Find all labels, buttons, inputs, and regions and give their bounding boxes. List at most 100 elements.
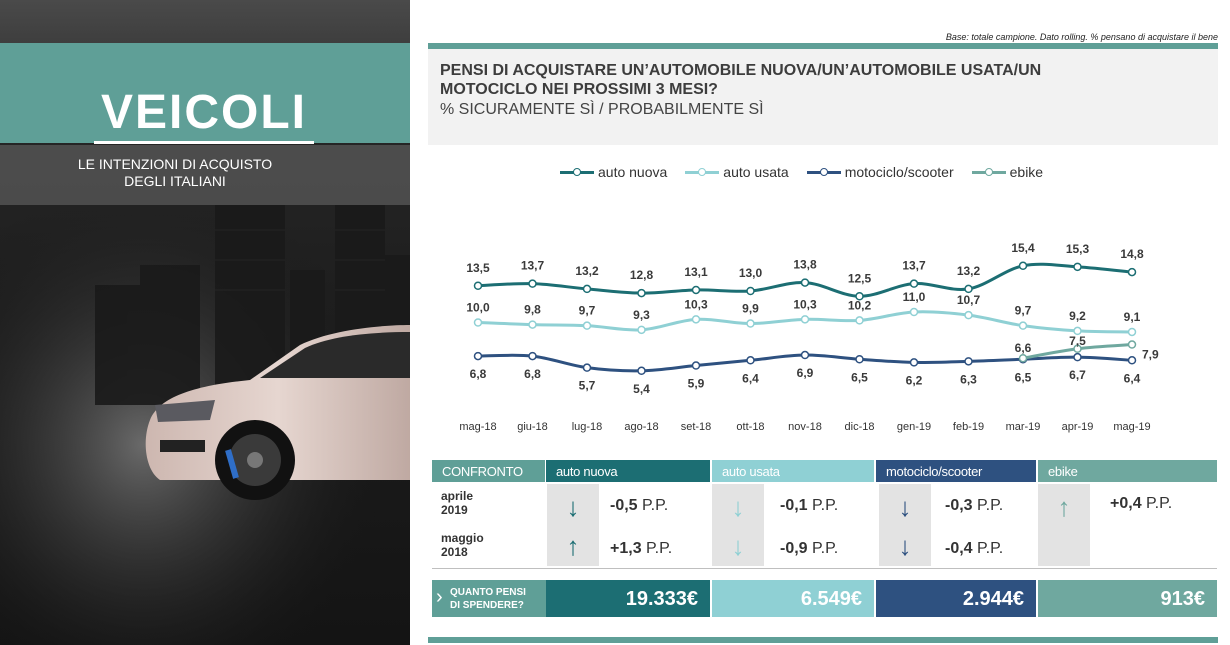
data-point — [473, 281, 483, 290]
line-chart: mag-18 giu-18 lug-18 ago-18 set-18 ott-18 nov-… — [459, 241, 1159, 433]
data-label: 13,5 — [466, 261, 490, 275]
legend-label-auto-usata: auto usata — [723, 164, 789, 180]
cover-subtitle: LE INTENZIONI DI ACQUISTO DEGLI ITALIANI — [70, 156, 280, 190]
data-point — [746, 356, 755, 365]
data-label: 6,2 — [906, 373, 923, 387]
legend-swatch-ebike — [971, 167, 1006, 176]
data-point — [1127, 267, 1137, 277]
data-point — [473, 351, 483, 361]
delta-ebike-apr: +0,4 P.P. — [1110, 495, 1173, 512]
delta-auto-usata-may: -0,9 P.P. — [780, 540, 839, 557]
delta-motociclo-may: -0,4 P.P. — [945, 540, 1004, 557]
x-tick-label: feb-19 — [953, 421, 984, 433]
x-tick-label: dic-18 — [845, 421, 875, 433]
x-tick-label: ago-18 — [624, 421, 658, 433]
data-point — [637, 366, 646, 376]
data-label: 7,5 — [1069, 334, 1086, 348]
data-point — [909, 279, 919, 288]
subtitle-line-2: DEGLI ITALIANI — [124, 173, 226, 189]
city-car-illustration — [0, 200, 410, 645]
x-tick-label: giu-18 — [517, 421, 548, 433]
legend-swatch-auto-nuova — [560, 167, 594, 176]
spend-label-line-2: DI SPENDERE? — [450, 600, 524, 611]
legend-item-ebike: ebike — [971, 164, 1043, 180]
question-title: PENSI DI ACQUISTARE UN’AUTOMOBILE NUOVA/… — [440, 62, 1042, 98]
data-point — [1127, 340, 1137, 349]
data-label: 12,5 — [848, 271, 872, 285]
row-label-year: 2019 — [441, 503, 468, 517]
data-label: 6,6 — [1015, 341, 1032, 355]
data-label: 5,9 — [688, 377, 705, 391]
data-point — [637, 325, 646, 335]
legend-swatch-motociclo — [806, 167, 841, 176]
title-underline — [94, 141, 314, 144]
legend-item-auto-nuova: auto nuova — [560, 164, 667, 180]
question-box — [428, 49, 1218, 145]
data-point — [800, 278, 810, 287]
row-label-may-2018: maggio 2018 — [441, 531, 484, 559]
data-label: 9,8 — [524, 303, 541, 317]
header-confronto: CONFRONTO — [432, 460, 545, 482]
header-ebike: ebike — [1038, 460, 1217, 482]
data-point — [1073, 352, 1082, 362]
x-tick-label: ott-18 — [736, 421, 764, 433]
arrow-cell-auto-nuova — [547, 484, 599, 566]
header-motociclo: motociclo/scooter — [876, 460, 1036, 482]
arrow-cell-motociclo — [879, 484, 931, 566]
data-label: 6,4 — [742, 371, 759, 385]
arrow-down-icon: ↓ — [731, 531, 745, 561]
data-label: 13,1 — [684, 265, 708, 279]
cover-panel: VEICOLI LE INTENZIONI DI ACQUISTO DEGLI … — [0, 0, 410, 645]
delta-motociclo-apr: -0,3 P.P. — [945, 497, 1004, 514]
spend-motociclo: 2.944€ — [876, 580, 1036, 617]
data-point — [746, 286, 755, 296]
delta-auto-nuova-may: +1,3 P.P. — [610, 540, 673, 557]
data-label: 10,7 — [957, 293, 981, 307]
data-point — [1127, 327, 1137, 337]
subtitle-line-1: LE INTENZIONI DI ACQUISTO — [77, 156, 273, 172]
data-point — [691, 315, 701, 324]
spend-ebike: 913€ — [1038, 580, 1217, 617]
data-point — [964, 284, 973, 294]
spend-auto-nuova: 19.333€ — [546, 580, 710, 617]
data-label: 13,8 — [793, 258, 817, 272]
data-point — [582, 284, 592, 294]
spend-label-line-1: QUANTO PENSI — [450, 587, 526, 598]
data-point — [528, 279, 537, 288]
data-point — [855, 355, 864, 364]
data-point — [1073, 326, 1082, 336]
arrow-cell-ebike — [1038, 484, 1090, 566]
data-label: 9,9 — [742, 302, 759, 316]
arrow-up-icon: ↑ — [566, 531, 580, 561]
x-tick-label: mag-18 — [459, 421, 496, 433]
row-label-month: maggio — [441, 531, 484, 545]
data-label: 9,2 — [1069, 309, 1086, 323]
data-point — [1018, 261, 1028, 271]
subtitle-band — [0, 145, 410, 205]
data-point — [964, 310, 973, 320]
chart-legend: auto nuova auto usata motociclo/scooter … — [560, 164, 1043, 180]
arrow-down-icon: ↓ — [731, 492, 745, 522]
data-point — [1018, 353, 1028, 363]
data-label: 7,9 — [1142, 348, 1159, 362]
data-label: 6,9 — [797, 366, 814, 380]
legend-item-auto-usata: auto usata — [685, 164, 789, 180]
data-label: 13,2 — [957, 264, 981, 278]
data-point — [1127, 356, 1137, 365]
legend-label-auto-nuova: auto nuova — [598, 164, 668, 180]
legend-label-motociclo: motociclo/scooter — [844, 164, 954, 180]
data-label: 6,4 — [1124, 371, 1141, 385]
data-point — [1073, 344, 1082, 353]
header-auto-usata: auto usata — [712, 460, 874, 482]
data-label: 6,7 — [1069, 368, 1086, 382]
row-label-april-2019: aprile 2019 — [441, 489, 473, 517]
data-point — [909, 358, 919, 367]
data-label: 6,5 — [1015, 370, 1032, 384]
x-tick-label: apr-19 — [1062, 421, 1094, 433]
data-point — [637, 288, 646, 298]
data-point — [964, 357, 973, 366]
data-point — [909, 307, 919, 317]
x-tick-label: gen-19 — [897, 421, 931, 433]
data-label: 13,2 — [575, 264, 599, 278]
bottom-rule — [428, 637, 1218, 643]
